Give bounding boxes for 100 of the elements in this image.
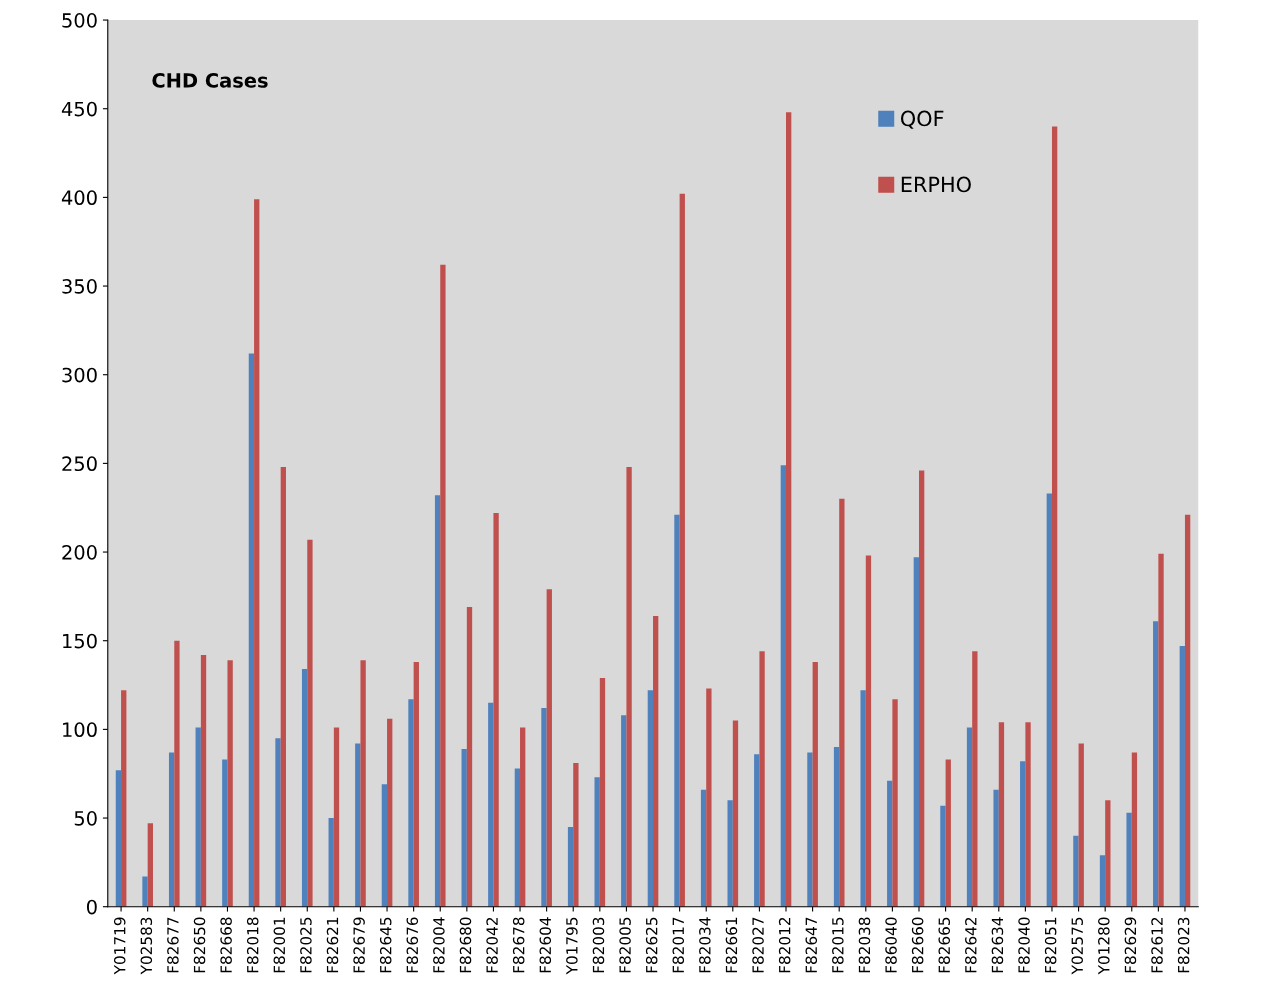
bar bbox=[168, 752, 175, 907]
bar bbox=[1078, 743, 1084, 907]
bar bbox=[679, 193, 685, 907]
x-tick-label: F82668 bbox=[220, 917, 232, 973]
x-tick-label: F82645 bbox=[379, 917, 392, 973]
bar bbox=[381, 784, 388, 907]
y-tick-label: 0 bbox=[86, 899, 97, 915]
bar bbox=[865, 555, 872, 907]
bar bbox=[275, 738, 281, 907]
bar bbox=[174, 640, 180, 907]
bar bbox=[759, 651, 765, 907]
bar bbox=[200, 654, 207, 907]
bar bbox=[222, 759, 228, 907]
y-tick-label: 100 bbox=[63, 722, 97, 738]
y-tick-label: 250 bbox=[62, 456, 97, 472]
x-tick-label: F82018 bbox=[246, 917, 259, 973]
y-tick-label: 200 bbox=[62, 545, 97, 560]
bar bbox=[360, 660, 366, 907]
bar bbox=[440, 264, 446, 907]
bar bbox=[514, 768, 521, 907]
bar bbox=[1126, 812, 1132, 907]
bar bbox=[972, 651, 978, 907]
x-tick-label: F82040 bbox=[1018, 917, 1030, 973]
x-tick-label: F82647 bbox=[805, 917, 818, 973]
x-tick-label: F82634 bbox=[991, 917, 1004, 973]
x-tick-label: F82678 bbox=[512, 917, 525, 973]
bar bbox=[998, 722, 1005, 907]
bar bbox=[1020, 761, 1026, 907]
bar bbox=[754, 754, 760, 907]
bar bbox=[520, 727, 526, 907]
x-tick-label: F82001 bbox=[273, 917, 286, 973]
y-tick-label: 50 bbox=[74, 811, 97, 826]
bar bbox=[301, 669, 308, 907]
x-tick-label: F82012 bbox=[778, 917, 791, 973]
bar bbox=[333, 727, 340, 907]
x-tick-label: Y01719 bbox=[113, 917, 126, 975]
bar bbox=[488, 702, 494, 907]
x-tick-label: F82027 bbox=[752, 917, 764, 973]
bar bbox=[674, 514, 680, 907]
bar bbox=[812, 662, 818, 907]
x-tick-label: F82042 bbox=[486, 917, 498, 973]
bar bbox=[860, 690, 866, 907]
bar bbox=[780, 465, 787, 907]
bar bbox=[434, 495, 441, 907]
bar bbox=[1105, 800, 1111, 907]
x-tick-label: F82017 bbox=[672, 917, 685, 973]
bar bbox=[387, 718, 393, 907]
bar bbox=[408, 699, 414, 907]
x-tick-label: F82660 bbox=[911, 917, 924, 973]
bar bbox=[280, 466, 286, 907]
x-tick-label: F82677 bbox=[167, 917, 179, 973]
bar bbox=[653, 615, 659, 907]
bar bbox=[887, 780, 893, 907]
bar bbox=[727, 800, 733, 907]
x-tick-label: F82004 bbox=[433, 917, 445, 973]
bar bbox=[307, 539, 313, 907]
x-tick-label: F82680 bbox=[459, 917, 472, 973]
bar bbox=[621, 715, 627, 907]
bar bbox=[706, 688, 712, 907]
bar bbox=[355, 743, 361, 907]
legend-label: QOF bbox=[900, 110, 944, 129]
bar bbox=[1099, 855, 1106, 907]
bar bbox=[1025, 722, 1031, 907]
bar bbox=[115, 770, 122, 907]
y-tick-label: 400 bbox=[61, 190, 97, 206]
bar bbox=[940, 805, 946, 907]
bar bbox=[732, 720, 739, 907]
bar bbox=[1184, 514, 1191, 907]
bar bbox=[993, 789, 999, 907]
bar bbox=[1153, 621, 1159, 907]
bar bbox=[626, 466, 632, 907]
bar bbox=[493, 513, 499, 907]
bar bbox=[807, 752, 813, 907]
bar bbox=[147, 823, 153, 907]
y-tick-label: 150 bbox=[63, 633, 97, 649]
y-tick-label: 500 bbox=[62, 13, 97, 28]
x-tick-label: Y02575 bbox=[1071, 917, 1084, 975]
x-tick-label: F82003 bbox=[592, 917, 605, 973]
x-tick-label: F82621 bbox=[326, 917, 339, 973]
bar bbox=[1179, 646, 1185, 907]
bar bbox=[567, 826, 574, 907]
x-tick-label: F82005 bbox=[619, 917, 631, 973]
x-tick-label: F82629 bbox=[1124, 917, 1137, 973]
x-tick-label: F82676 bbox=[406, 917, 419, 973]
bar bbox=[1073, 835, 1079, 907]
x-tick-label: F82665 bbox=[938, 917, 951, 973]
bar bbox=[1051, 126, 1058, 907]
bar bbox=[833, 747, 840, 907]
y-tick-label: 450 bbox=[61, 101, 97, 117]
bar bbox=[918, 470, 925, 907]
bar bbox=[466, 607, 473, 907]
bar bbox=[1046, 493, 1052, 907]
x-tick-label: F82625 bbox=[645, 917, 658, 973]
legend-label: ERPHO bbox=[901, 176, 971, 193]
y-tick-label: 350 bbox=[62, 279, 97, 294]
x-tick-label: Y01280 bbox=[1098, 917, 1110, 975]
x-tick-label: F82661 bbox=[725, 917, 738, 973]
bar bbox=[966, 727, 973, 907]
bar bbox=[599, 677, 606, 907]
bar bbox=[892, 699, 898, 907]
